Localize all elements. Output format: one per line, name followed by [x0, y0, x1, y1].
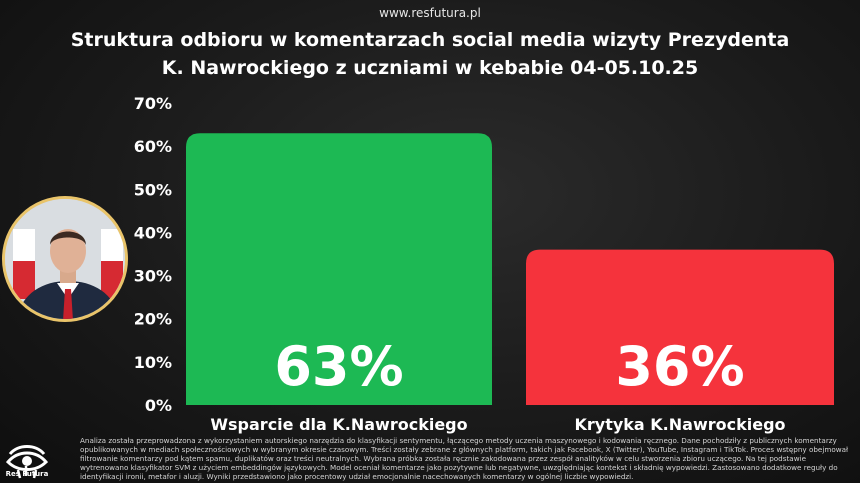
bar-value-label: 36% — [615, 335, 744, 398]
y-tick-label: 0% — [145, 396, 172, 415]
res-futura-logo — [5, 445, 49, 479]
bar — [186, 133, 492, 405]
y-tick-label: 20% — [134, 310, 172, 329]
category-label: Krytyka K.Nawrockiego — [574, 415, 785, 434]
site-url: www.resfutura.pl — [379, 6, 481, 20]
methodology-footnote: Analiza została przeprowadzona z wykorzy… — [80, 436, 849, 481]
president-portrait — [2, 196, 128, 322]
bar-value-label: 63% — [274, 335, 403, 398]
y-tick-label: 10% — [134, 353, 172, 372]
y-tick-label: 70% — [134, 94, 172, 113]
y-tick-label: 40% — [134, 223, 172, 242]
category-label: Wsparcie dla K.Nawrockiego — [210, 415, 467, 434]
chart-title: Struktura odbioru w komentarzach social … — [0, 26, 860, 82]
logo-label: Res Futura — [5, 470, 49, 478]
bar — [526, 249, 834, 405]
chart-title-line-1: Struktura odbioru w komentarzach social … — [70, 29, 790, 51]
chart-title-line-2: K. Nawrockiego z uczniami w kebabie 04-0… — [161, 57, 699, 79]
y-tick-label: 30% — [134, 267, 172, 286]
y-tick-label: 60% — [134, 137, 172, 156]
y-tick-label: 50% — [134, 180, 172, 199]
